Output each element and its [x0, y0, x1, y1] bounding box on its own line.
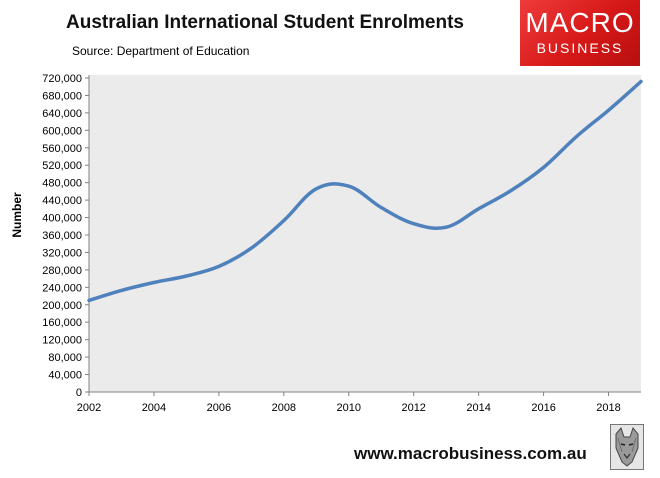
y-tick-label: 200,000	[42, 300, 82, 312]
y-tick-label: 600,000	[42, 125, 82, 137]
macrobusiness-logo: MACRO BUSINESS	[520, 0, 640, 66]
y-tick-label: 40,000	[48, 370, 82, 382]
x-tick-label: 2008	[272, 402, 296, 414]
x-tick-label: 2016	[531, 402, 555, 414]
y-tick-label: 80,000	[48, 352, 82, 364]
x-axis-ticks: 2002 2004 2006 2008 2010 2012 2014 2016 2018	[77, 392, 621, 414]
chart-title: Australian International Student Enrolme…	[66, 12, 464, 33]
series-line	[87, 79, 643, 303]
y-tick-label: 160,000	[42, 317, 82, 329]
y-tick-label: 640,000	[42, 108, 82, 120]
wolf-icon	[610, 424, 644, 470]
x-tick-label: 2006	[207, 402, 231, 414]
y-tick-label: 520,000	[42, 160, 82, 172]
x-tick-label: 2018	[596, 402, 620, 414]
y-tick-label: 320,000	[42, 247, 82, 259]
y-tick-label: 440,000	[42, 195, 82, 207]
y-tick-label: 400,000	[42, 213, 82, 225]
x-tick-label: 2004	[142, 402, 166, 414]
y-tick-label: 720,000	[42, 73, 82, 85]
y-tick-label: 240,000	[42, 282, 82, 294]
y-tick-label: 680,000	[42, 90, 82, 102]
logo-line1: MACRO	[525, 7, 635, 38]
chart-source: Source: Department of Education	[72, 44, 250, 58]
y-tick-label: 0	[76, 387, 82, 399]
logo-line2: BUSINESS	[536, 40, 624, 56]
plot-area	[89, 75, 641, 392]
y-tick-label: 560,000	[42, 143, 82, 155]
y-axis-ticks: 0 40,000 80,000 120,000 160,000 200,000 240,00…	[42, 73, 89, 399]
y-tick-label: 360,000	[42, 230, 82, 242]
x-tick-label: 2012	[401, 402, 425, 414]
y-tick-label: 120,000	[42, 335, 82, 347]
y-tick-label: 280,000	[42, 265, 82, 277]
x-tick-label: 2014	[466, 402, 490, 414]
website-url: www.macrobusiness.com.au	[354, 444, 587, 463]
y-axis-label: Number	[10, 192, 24, 238]
x-tick-label: 2002	[77, 402, 101, 414]
x-tick-label: 2010	[337, 402, 361, 414]
y-tick-label: 480,000	[42, 178, 82, 190]
